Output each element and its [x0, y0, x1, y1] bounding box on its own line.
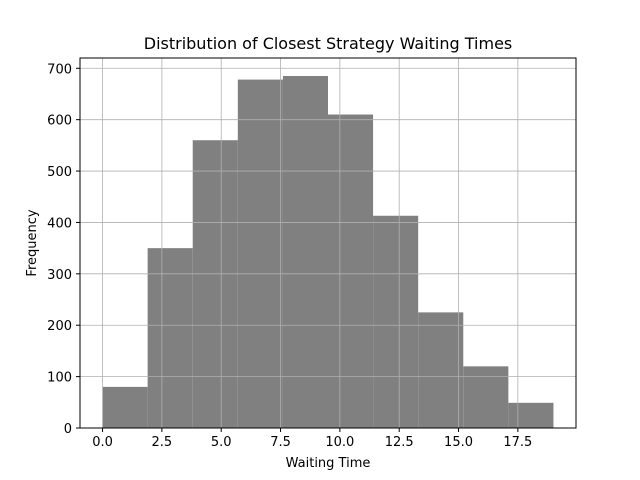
histogram-bar-6	[373, 215, 419, 428]
histogram-bar-9	[508, 402, 554, 428]
histogram-bar-1	[147, 248, 193, 428]
x-axis-label: Waiting Time	[286, 456, 371, 471]
x-axis-ticks: 0.0 2.5 5.0 7.5 10.0 12.5 15.0 17.5	[92, 428, 532, 450]
y-tick-label-3: 300	[47, 268, 72, 283]
y-tick-label-1: 100	[47, 371, 72, 386]
y-tick-label-6: 600	[47, 114, 72, 129]
x-tick-label-2: 5.0	[211, 435, 232, 450]
histogram-bar-2	[192, 140, 238, 428]
y-tick-label-0: 0	[64, 422, 72, 437]
x-tick-label-4: 10.0	[325, 435, 354, 450]
y-tick-label-4: 400	[47, 216, 72, 231]
chart-title: Distribution of Closest Strategy Waiting…	[144, 34, 513, 53]
histogram-bar-5	[328, 114, 374, 429]
grid-overlay	[80, 58, 576, 429]
y-tick-label-7: 700	[47, 62, 72, 77]
plot-frame	[79, 57, 577, 429]
x-tick-label-6: 15.0	[444, 435, 473, 450]
x-tick-label-7: 17.5	[503, 435, 532, 450]
x-tick-label-5: 12.5	[385, 435, 414, 450]
y-tick-label-5: 500	[47, 165, 72, 180]
y-tick-label-2: 200	[47, 319, 72, 334]
x-tick-label-3: 7.5	[270, 435, 291, 450]
x-tick-label-1: 2.5	[152, 435, 173, 450]
histogram-bar-3	[237, 79, 283, 428]
y-axis-label: Frequency	[25, 209, 40, 276]
histogram-bar-0	[102, 386, 148, 428]
y-axis-ticks: 0 100 200 300 400 500 600 700	[47, 62, 80, 437]
histogram-bar-7	[418, 312, 464, 428]
histogram-bar-8	[463, 366, 509, 428]
histogram-bar-4	[282, 75, 328, 428]
x-tick-label-0: 0.0	[92, 435, 113, 450]
histogram-bars	[102, 75, 554, 429]
